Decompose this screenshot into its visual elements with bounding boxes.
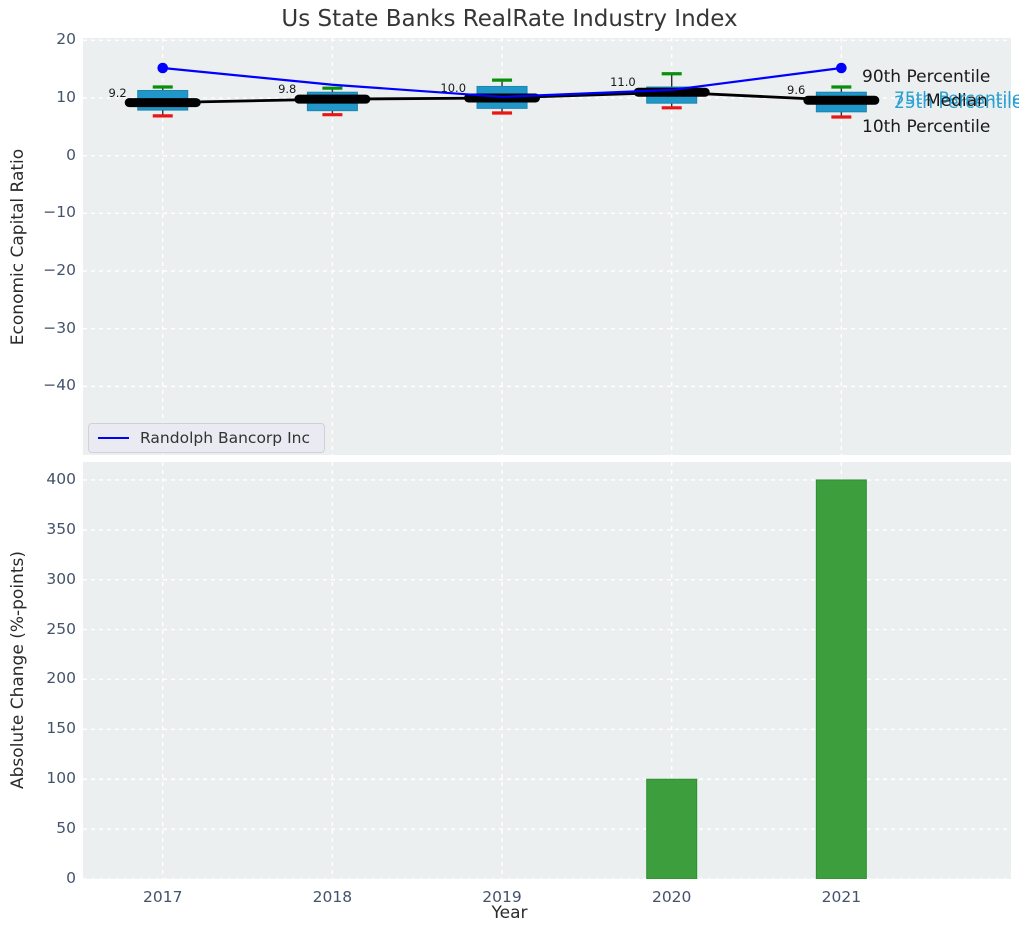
percentile-label-1: 90th Percentile [862,67,991,87]
percentile-label-5: 10th Percentile [862,117,991,137]
median-value-label-2020: 11.0 [610,75,636,90]
bottom-y-axis-label: Absolute Change (%-points) [8,551,28,789]
bottom-ytick-350: 350 [46,519,76,538]
bottom-plot-area [83,462,1011,879]
x-axis-label: Year [491,903,528,923]
xtick-2021: 2021 [821,888,862,906]
legend: Randolph Bancorp Inc [88,423,325,453]
median-capsule-2021 [803,95,880,105]
top-ytick-0: 0 [66,145,76,164]
xtick-2018: 2018 [312,888,353,906]
xtick-2017: 2017 [143,888,183,906]
top-y-axis-label: Economic Capital Ratio [8,148,28,346]
median-value-label-2019: 10.0 [440,80,467,95]
legend-label: Randolph Bancorp Inc [140,429,310,447]
company-series-line [162,66,842,98]
top-chart-svg [83,38,1011,455]
xtick-2020: 2020 [651,888,692,906]
bottom-ytick-100: 100 [46,769,76,788]
median-capsule-2017 [124,98,201,108]
median-value-label-2017: 9.2 [108,85,127,100]
chart-title: Us State Banks RealRate Industry Index [281,6,738,32]
top-ytick-−10: −10 [43,203,76,222]
bottom-ytick-300: 300 [46,569,76,588]
top-ytick-10: 10 [56,87,76,106]
top-plot-area [83,38,1011,455]
top-ytick-20: 20 [56,30,76,49]
bottom-ytick-400: 400 [46,469,76,488]
top-ytick-−20: −20 [43,261,76,279]
series-marker-2017 [157,62,169,74]
bottom-ytick-150: 150 [46,719,76,738]
percentile-label-2: 75th Percentile [894,89,1019,109]
xtick-2019: 2019 [482,888,522,906]
bottom-ytick-200: 200 [46,669,76,688]
bottom-ytick-250: 250 [46,619,76,638]
median-capsule-2018 [294,94,371,104]
bottom-chart-svg [83,462,1011,879]
bottom-ytick-0: 0 [66,869,76,887]
legend-line-swatch [98,436,129,440]
top-ytick-−30: −30 [43,318,76,337]
series-marker-2021 [836,62,847,74]
median-value-label-2018: 9.8 [278,82,297,97]
percentile-label-4: Median [926,91,988,111]
bottom-ytick-50: 50 [56,819,76,838]
bar-2020 [646,778,698,879]
percentile-label-3: 25th Percentile [894,93,1019,113]
bar-2021 [815,479,867,879]
median-value-label-2021: 9.6 [787,83,806,98]
top-ytick-−40: −40 [43,376,76,395]
